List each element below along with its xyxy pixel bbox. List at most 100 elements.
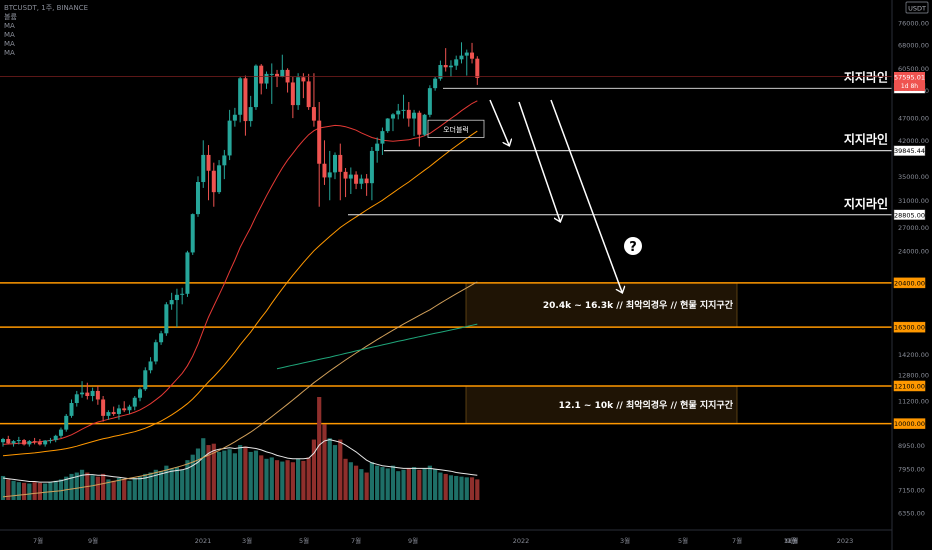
volume-bar [53,480,58,500]
candle-body [69,402,74,416]
indicator-ma-4: MA [4,49,15,57]
volume-bar [311,439,317,500]
candle-body [396,110,401,115]
candle-body [406,109,411,119]
support-zone-box-1 [465,282,738,328]
down-arrow-2 [518,101,560,221]
time-tick-label: 7월 [33,536,43,545]
candle-body [317,120,322,164]
volume-bar [269,457,274,500]
question-mark-text: ? [629,240,637,255]
indicator-volume: 볼륨 [4,13,17,21]
price-tick-label: 12800.00 [898,371,929,379]
volume-bar [459,476,464,500]
level-label: 16300.00 [894,324,925,332]
price-tick-label: 42000.00 [898,137,929,145]
candle-body [211,170,216,193]
volume-bar [106,479,111,500]
volume-bar [101,473,106,500]
volume-bar [475,479,480,500]
level-badge [893,418,926,429]
volume-bar [238,445,243,500]
candle-body [343,171,348,179]
volume-bar [264,458,269,500]
time-tick-label: 3월 [242,536,252,545]
price-tick-label: 14200.00 [898,351,929,359]
volume-bar [380,467,385,500]
candle-body [433,78,438,89]
volume-bar [64,476,69,500]
candle-body [269,73,274,75]
volume-bar [448,475,454,500]
ma-line-2 [2,130,478,457]
candle-body [333,154,338,173]
candle-body [64,415,69,430]
time-tick-label: 5월 [299,536,309,545]
volume-bar [259,455,264,500]
volume-bar [353,465,359,500]
volume-bar [280,461,285,500]
volume-bar [232,453,237,500]
price-tick-label: 27000.00 [898,224,929,232]
candle-body [48,440,53,442]
price-tick-label: 60500.00 [898,65,929,73]
price-axis: USDT88000.0076000.0068000.0060500.005400… [891,0,932,550]
candle-body [95,390,100,400]
currency-badge [905,1,929,14]
candle-body [201,154,206,183]
candle-body [37,442,42,445]
volume-bar [74,472,79,500]
volume-bar [216,451,222,500]
volume-bar [159,471,164,500]
time-tick-label: 3월 [620,536,630,545]
volume-bar [427,465,432,500]
candle-body [74,394,79,403]
candle-body [264,73,269,84]
volume-bar [359,469,364,500]
time-tick-label: 7월 [732,536,742,545]
time-tick-label: 9월 [786,536,796,545]
support-line-label-3: 지지라인 [844,196,888,211]
volume-bar [327,438,332,500]
candle-body [238,78,243,115]
volume-bar [180,469,185,500]
volume-bar [148,472,153,500]
volume-bar [274,460,280,500]
candle-body [306,81,311,108]
candle-body [364,178,369,184]
volume-bar [27,483,32,500]
volume-bar [211,443,216,500]
candle-body [438,65,443,79]
volume-bar [396,471,401,500]
candle-body [180,293,185,295]
candle-body [401,109,406,111]
candle-body [169,300,174,305]
candle-body [259,65,264,84]
candle-body [164,304,169,334]
volume-bar [21,482,27,500]
candle-body [1,438,5,443]
volume-bar [11,480,16,500]
price-tick-label: 47000.00 [898,115,929,123]
volume-bar [143,473,148,500]
volume-bar [243,446,248,500]
current-price-label: 57595.01 [894,73,925,81]
price-tick-label: 31000.00 [898,197,929,205]
level-badge [893,321,926,333]
candle-body [243,78,248,122]
volume-bar [322,424,327,500]
level-label: 20400.00 [894,279,925,287]
volume-bar [90,475,95,500]
drawings: 오더블럭? [427,99,642,292]
candle-body [106,412,111,416]
time-tick-label: 11월 [784,536,798,545]
volume-bar [58,479,64,500]
time-tick-label: 11월 [784,536,798,545]
time-tick-label: 9월 [88,536,98,545]
candle-body [380,131,385,144]
volume-bar [16,482,21,500]
volume-bar [253,450,259,500]
down-arrow-3 [550,99,622,292]
